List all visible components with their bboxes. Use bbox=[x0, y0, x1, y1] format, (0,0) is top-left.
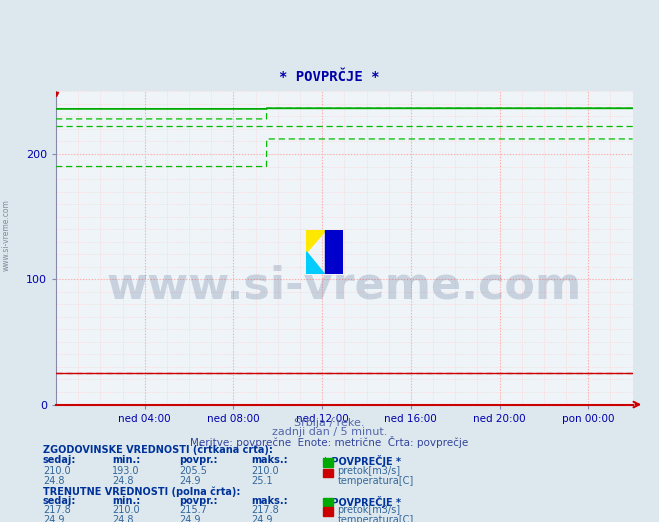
Text: 215.7: 215.7 bbox=[179, 505, 207, 515]
Text: povpr.:: povpr.: bbox=[179, 455, 217, 465]
Polygon shape bbox=[306, 252, 325, 274]
Polygon shape bbox=[325, 230, 343, 274]
Polygon shape bbox=[306, 230, 325, 252]
Text: sedaj:: sedaj: bbox=[43, 496, 76, 506]
Text: maks.:: maks.: bbox=[252, 455, 289, 465]
Text: 24.9: 24.9 bbox=[179, 476, 201, 486]
Text: * POVPREČJE *: * POVPREČJE * bbox=[323, 496, 401, 508]
Text: www.si-vreme.com: www.si-vreme.com bbox=[107, 264, 582, 307]
Text: 24.9: 24.9 bbox=[43, 515, 65, 522]
Text: pretok[m3/s]: pretok[m3/s] bbox=[337, 505, 401, 515]
Text: * POVPRČJE *: * POVPRČJE * bbox=[279, 69, 380, 84]
Text: 205.5: 205.5 bbox=[179, 466, 207, 476]
Text: zadnji dan / 5 minut.: zadnji dan / 5 minut. bbox=[272, 427, 387, 437]
Text: 24.9: 24.9 bbox=[252, 515, 273, 522]
Text: 25.1: 25.1 bbox=[252, 476, 273, 486]
Text: min.:: min.: bbox=[112, 496, 140, 506]
Text: 24.8: 24.8 bbox=[43, 476, 65, 486]
Text: sedaj:: sedaj: bbox=[43, 455, 76, 465]
Text: 210.0: 210.0 bbox=[252, 466, 279, 476]
Text: 217.8: 217.8 bbox=[43, 505, 71, 515]
Text: 217.8: 217.8 bbox=[252, 505, 279, 515]
Text: TRENUTNE VREDNOSTI (polna črta):: TRENUTNE VREDNOSTI (polna črta): bbox=[43, 487, 241, 497]
Text: temperatura[C]: temperatura[C] bbox=[337, 476, 414, 486]
Text: 24.8: 24.8 bbox=[112, 515, 134, 522]
Text: min.:: min.: bbox=[112, 455, 140, 465]
Text: 24.9: 24.9 bbox=[179, 515, 201, 522]
Text: ZGODOVINSKE VREDNOSTI (črtkana črta):: ZGODOVINSKE VREDNOSTI (črtkana črta): bbox=[43, 445, 273, 455]
Text: 210.0: 210.0 bbox=[112, 505, 140, 515]
Text: Srbija / reke.: Srbija / reke. bbox=[295, 418, 364, 428]
Text: temperatura[C]: temperatura[C] bbox=[337, 515, 414, 522]
Text: 193.0: 193.0 bbox=[112, 466, 140, 476]
Text: www.si-vreme.com: www.si-vreme.com bbox=[2, 199, 11, 271]
Text: Meritve: povprečne  Enote: metrične  Črta: povprečje: Meritve: povprečne Enote: metrične Črta:… bbox=[190, 436, 469, 448]
Text: maks.:: maks.: bbox=[252, 496, 289, 506]
Text: povpr.:: povpr.: bbox=[179, 496, 217, 506]
Text: * POVPREČJE *: * POVPREČJE * bbox=[323, 455, 401, 467]
Text: 210.0: 210.0 bbox=[43, 466, 71, 476]
Text: pretok[m3/s]: pretok[m3/s] bbox=[337, 466, 401, 476]
Text: 24.8: 24.8 bbox=[112, 476, 134, 486]
